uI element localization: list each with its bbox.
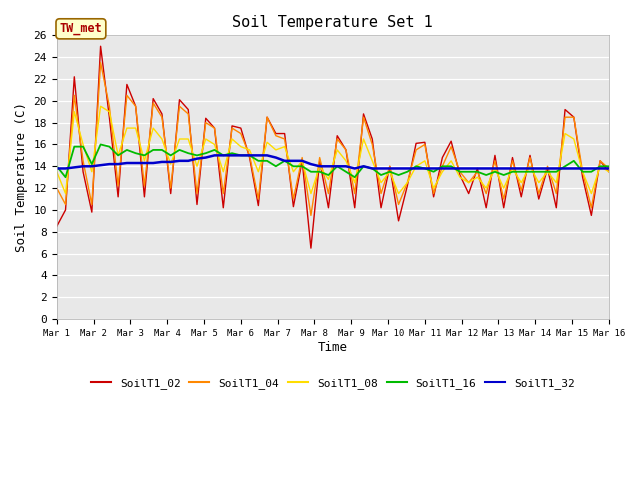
SoilT1_32	[605, 166, 612, 171]
SoilT1_04	[421, 142, 429, 147]
SoilT1_04	[289, 196, 297, 202]
Line: SoilT1_04: SoilT1_04	[57, 62, 609, 216]
SoilT1_04	[605, 166, 612, 171]
SoilT1_08	[342, 158, 350, 164]
Line: SoilT1_08: SoilT1_08	[57, 106, 609, 193]
SoilT1_32	[123, 160, 131, 166]
SoilT1_02	[132, 103, 140, 109]
SoilT1_08	[377, 180, 385, 186]
SoilT1_08	[97, 103, 104, 109]
Title: Soil Temperature Set 1: Soil Temperature Set 1	[232, 15, 433, 30]
SoilT1_04	[430, 191, 438, 196]
SoilT1_02	[605, 169, 612, 175]
SoilT1_16	[421, 166, 429, 171]
SoilT1_08	[53, 169, 61, 175]
SoilT1_16	[430, 169, 438, 175]
SoilT1_02	[289, 204, 297, 210]
SoilT1_08	[605, 169, 612, 175]
Line: SoilT1_16: SoilT1_16	[57, 144, 609, 177]
SoilT1_04	[307, 213, 315, 218]
SoilT1_16	[342, 169, 350, 175]
SoilT1_32	[289, 158, 297, 164]
SoilT1_32	[369, 166, 376, 171]
SoilT1_08	[61, 191, 69, 196]
SoilT1_16	[141, 153, 148, 158]
SoilT1_16	[377, 172, 385, 178]
SoilT1_02	[421, 139, 429, 145]
SoilT1_08	[421, 158, 429, 164]
SoilT1_16	[97, 142, 104, 147]
SoilT1_08	[298, 158, 306, 164]
Line: SoilT1_32: SoilT1_32	[57, 156, 609, 168]
Legend: SoilT1_02, SoilT1_04, SoilT1_08, SoilT1_16, SoilT1_32: SoilT1_02, SoilT1_04, SoilT1_08, SoilT1_…	[86, 373, 579, 393]
Text: TW_met: TW_met	[60, 23, 102, 36]
SoilT1_02	[430, 194, 438, 200]
SoilT1_32	[53, 166, 61, 171]
SoilT1_32	[421, 166, 429, 171]
SoilT1_04	[342, 147, 350, 153]
SoilT1_08	[141, 158, 148, 164]
SoilT1_32	[211, 153, 218, 158]
SoilT1_32	[333, 163, 341, 169]
SoilT1_32	[412, 166, 420, 171]
SoilT1_02	[342, 147, 350, 153]
SoilT1_02	[97, 43, 104, 49]
SoilT1_16	[605, 163, 612, 169]
Line: SoilT1_02: SoilT1_02	[57, 46, 609, 248]
X-axis label: Time: Time	[318, 341, 348, 354]
SoilT1_02	[377, 205, 385, 211]
SoilT1_04	[53, 185, 61, 191]
SoilT1_16	[61, 174, 69, 180]
SoilT1_16	[53, 163, 61, 169]
Y-axis label: Soil Temperature (C): Soil Temperature (C)	[15, 102, 28, 252]
SoilT1_04	[377, 191, 385, 196]
SoilT1_04	[97, 60, 104, 65]
SoilT1_02	[307, 245, 315, 251]
SoilT1_02	[53, 223, 61, 229]
SoilT1_04	[132, 103, 140, 109]
SoilT1_08	[430, 185, 438, 191]
SoilT1_16	[298, 163, 306, 169]
